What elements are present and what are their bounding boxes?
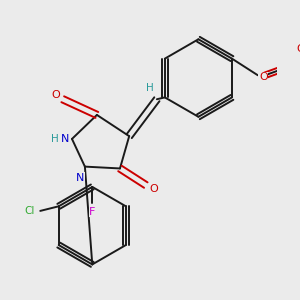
Text: O: O [296,44,300,54]
Text: N: N [61,134,70,144]
Text: N: N [76,173,85,183]
Text: H: H [146,83,153,93]
Text: F: F [89,207,95,217]
Text: H: H [52,134,59,144]
Text: O: O [259,72,268,82]
Text: O: O [51,90,60,100]
Text: O: O [150,184,158,194]
Text: Cl: Cl [24,206,34,216]
